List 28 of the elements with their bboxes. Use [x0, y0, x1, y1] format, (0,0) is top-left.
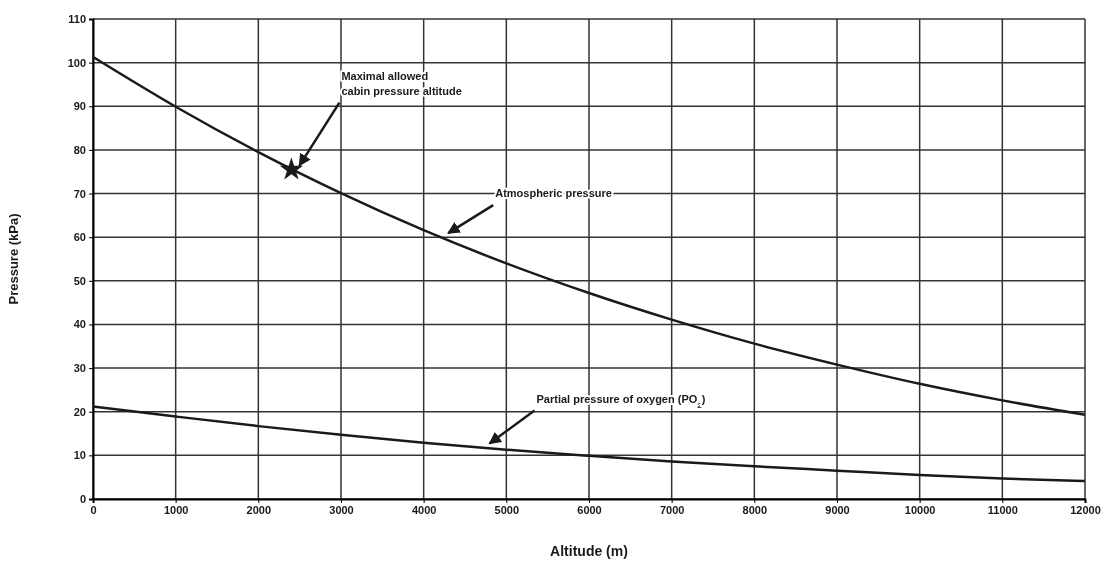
x-tick-label: 1000: [163, 503, 189, 516]
y-tick-label: 30: [73, 362, 86, 375]
x-tick-label: 10000: [904, 503, 936, 516]
y-axis-title: Pressure (kPa): [6, 213, 21, 305]
x-tick-label: 6000: [577, 503, 602, 516]
y-tick-label: 100: [67, 56, 86, 69]
y-tick-label: 20: [73, 405, 86, 418]
x-tick-label: 7000: [659, 503, 685, 516]
x-tick-label: 12000: [1070, 503, 1101, 516]
y-tick-label: 50: [73, 274, 86, 287]
y-tick-label: 110: [68, 13, 86, 26]
y-tick-label: 0: [79, 493, 86, 506]
x-tick-label: 4000: [411, 503, 437, 516]
y-tick-label: 80: [73, 143, 86, 156]
x-tick-label: 9000: [825, 503, 850, 516]
y-tick-label: 10: [73, 449, 86, 462]
x-tick-label: 2000: [246, 503, 272, 516]
x-axis-title: Altitude (m): [550, 543, 628, 559]
x-tick-label: 5000: [494, 503, 520, 516]
x-tick-label: 11000: [987, 503, 1018, 516]
y-tick-label: 60: [73, 231, 86, 244]
y-tick-label: 70: [73, 187, 86, 200]
y-tick-label: 90: [73, 100, 86, 113]
x-tick-label: 3000: [329, 503, 354, 516]
x-tick-label: 0: [90, 503, 97, 516]
line-series: [91, 55, 1087, 417]
x-tick-label: 8000: [742, 503, 768, 516]
y-tick-label: 40: [73, 318, 86, 331]
